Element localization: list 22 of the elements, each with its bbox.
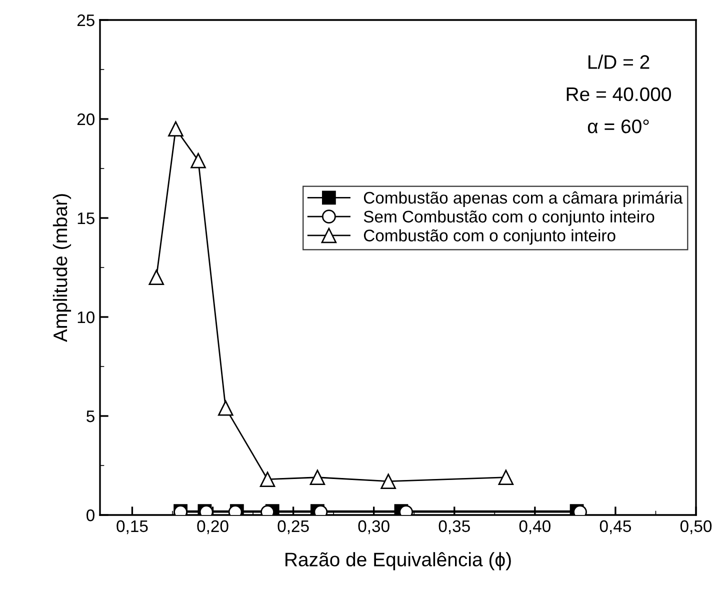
y-tick-label: 15 [78,212,94,224]
legend-label: Combustão apenas com a câmara primária [364,191,683,207]
y-tick-label: 10 [78,311,94,324]
x-tick-label: 0,35 [438,520,470,534]
x-tick-label: 0,15 [116,520,148,534]
y-tick-label: 5 [86,410,94,422]
x-axis-title: Razão de Equivalência (ϕ) [286,552,511,570]
annotation: α = 60° [588,120,649,134]
x-tick-label: 0,20 [197,520,228,534]
annotation: Re = 40.000 [566,87,672,102]
x-tick-label: 0,30 [358,520,390,534]
legend-label: Sem Combustão com o conjunto inteiro [364,210,654,226]
y-axis-title: Amplitude (mbar) [52,194,72,342]
y-tick-label: 25 [77,14,94,26]
legend-label: Combustão com o conjunto inteiro [364,229,616,245]
annotation: L/D = 2 [588,54,650,69]
y-tick-label: 0 [86,509,94,522]
x-tick-label: 0,50 [680,520,712,534]
y-tick-label: 20 [77,113,94,126]
x-tick-label: 0,25 [278,520,309,534]
x-tick-label: 0,45 [600,520,631,534]
x-tick-label: 0,40 [519,520,550,534]
